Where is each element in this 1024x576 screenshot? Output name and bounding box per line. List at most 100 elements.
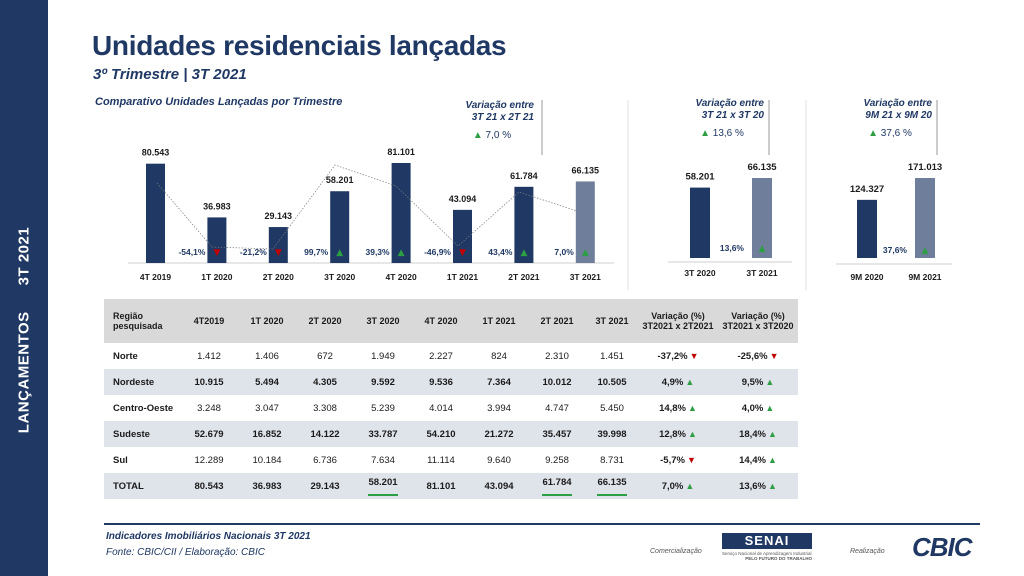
page-title: Unidades residenciais lançadas [92, 30, 507, 61]
bar [391, 163, 411, 263]
variation-cell: 12,8% ▲ [638, 421, 718, 447]
table-header-row: Região pesquisada 4T2019 1T 2020 2T 2020… [104, 299, 798, 343]
variation-label: 43,4% [488, 247, 513, 257]
variation-9m-line1: Variação entre [863, 98, 932, 109]
variation-cell: 4,0% ▲ [718, 395, 798, 421]
table-cell: 33.787 [354, 421, 412, 447]
table-cell: 672 [317, 350, 333, 362]
table-cell: 80.543 [180, 473, 238, 499]
sidebar-section-label: LANÇAMENTOS [15, 311, 33, 434]
variation-label: 37,6% [883, 245, 908, 255]
up-arrow-icon: ▲ [336, 248, 343, 258]
variation-9m: Variação entre 9M 21 x 9M 20 ▲ 37,6 % [848, 98, 932, 140]
value-label: 43.094 [449, 194, 477, 204]
variation-yoy-line2: 3T 21 x 3T 20 [701, 110, 764, 121]
table-cell: 52.679 [180, 421, 238, 447]
senai-line2: PELO FUTURO DO TRABALHO [745, 556, 812, 561]
variation-value: 13,6% [739, 480, 766, 492]
bar [207, 217, 227, 263]
up-arrow-icon: ▲ [759, 244, 766, 254]
variation-value: 4,9% [661, 376, 684, 388]
table-cell: 3.047 [255, 402, 279, 414]
senai-line1: Serviço Nacional de Aprendizagem Industr… [722, 551, 812, 556]
value-label: 58.201 [326, 175, 354, 185]
up-arrow-icon: ▲ [398, 248, 405, 258]
category-label: 2T 2020 [263, 272, 294, 282]
up-arrow-icon: ▲ [765, 402, 775, 413]
header-var1: Variação (%) 3T2021 x 2T2021 [638, 299, 718, 343]
variation-cell: -25,6% ▼ [718, 343, 798, 369]
category-label: 1T 2020 [201, 272, 232, 282]
variation-value: -37,2% [657, 350, 688, 362]
variation-9m-pct-row: ▲ 37,6 % [848, 128, 932, 140]
region-name: Sul [113, 454, 128, 466]
variation-yoy-line1: Variação entre [695, 98, 764, 109]
down-arrow-icon: ▼ [689, 350, 699, 361]
table-cell: 3.994 [487, 402, 511, 414]
bar [857, 199, 877, 258]
highlight-underline: 61.784 [542, 477, 572, 496]
header-col: 1T 2021 [470, 299, 528, 343]
value-label: 124.327 [850, 184, 884, 195]
table-cell: 39.998 [586, 421, 638, 447]
variation-value: 7,0% [661, 480, 684, 492]
value-label: 66.135 [747, 162, 777, 173]
table-row: Sudeste 52.679 16.852 14.122 33.787 54.210 21.… [104, 421, 798, 447]
up-arrow-icon: ▲ [472, 130, 483, 141]
table-cell: 10.012 [528, 369, 586, 395]
down-arrow-icon: ▼ [275, 248, 282, 258]
variation-qoq-line1: Variação entre [465, 100, 534, 111]
up-arrow-icon: ▲ [768, 428, 777, 439]
region-name: Sudeste [104, 421, 180, 447]
table-cell: 58.201 [354, 473, 412, 499]
category-label: 9M 2020 [850, 272, 883, 282]
table-row: Sul 12.289 10.184 6.736 7.634 11.114 9.640 9.25… [104, 447, 798, 473]
variation-cell: 4,9% ▲ [638, 369, 718, 395]
table-cell: 11.114 [427, 454, 455, 466]
table-cell: 61.784 [528, 473, 586, 499]
variation-qoq-pct-row: ▲ 7,0 % [450, 130, 534, 142]
variation-cell: 14,8% ▲ [638, 395, 718, 421]
up-arrow-icon: ▲ [685, 480, 695, 491]
header-var2: Variação (%) 3T2021 x 3T2020 [718, 299, 798, 343]
realizacao-label: Realização [850, 548, 885, 555]
footer-source-title: Indicadores Imobiliários Nacionais 3T 20… [106, 531, 311, 542]
variation-value: 4,0% [741, 402, 764, 414]
variation-qoq-line2: 3T 21 x 2T 21 [471, 112, 534, 123]
variation-label: -46,9% [424, 247, 451, 257]
variation-label: 99,7% [304, 247, 329, 257]
table-cell: 8.731 [600, 454, 624, 466]
variation-cell: 18,4% ▲ [718, 421, 798, 447]
variation-cell: -37,2% ▼ [638, 343, 718, 369]
header-region: Região pesquisada [104, 299, 180, 343]
header-col: 1T 2020 [238, 299, 296, 343]
table-cell: 29.143 [296, 473, 354, 499]
variation-yoy-pct: 13,6 % [712, 128, 744, 139]
table-cell: 5.494 [238, 369, 296, 395]
header-col: 3T 2021 [586, 299, 638, 343]
variation-label: 13,6% [720, 243, 745, 253]
region-name: Norte [113, 350, 138, 362]
table-cell: 1.451 [600, 350, 624, 362]
up-arrow-icon: ▲ [768, 480, 777, 491]
table-cell: 4.014 [429, 402, 453, 414]
category-label: 3T 2021 [746, 268, 777, 278]
table-cell: 5.239 [371, 402, 395, 414]
variation-cell: 13,6% ▲ [718, 473, 798, 499]
table-cell: 1.406 [255, 350, 279, 362]
bar [268, 227, 288, 263]
table-cell: 81.101 [412, 473, 470, 499]
variation-cell: -5,7% ▼ [638, 447, 718, 473]
category-label: 9M 2021 [908, 272, 941, 282]
table-row: Nordeste 10.915 5.494 4.305 9.592 9.536 7.364 1… [104, 369, 798, 395]
table-cell: 21.272 [470, 421, 528, 447]
table-cell: 36.983 [238, 473, 296, 499]
region-name: Nordeste [104, 369, 180, 395]
table-cell: 1.949 [371, 350, 395, 362]
header-col: 2T 2020 [296, 299, 354, 343]
bar [915, 178, 935, 258]
footer-source: Fonte: CBIC/CII / Elaboração: CBIC [106, 547, 265, 558]
category-label: 3T 2020 [324, 272, 355, 282]
highlight-underline: 66.135 [597, 477, 627, 496]
category-label: 1T 2021 [447, 272, 478, 282]
